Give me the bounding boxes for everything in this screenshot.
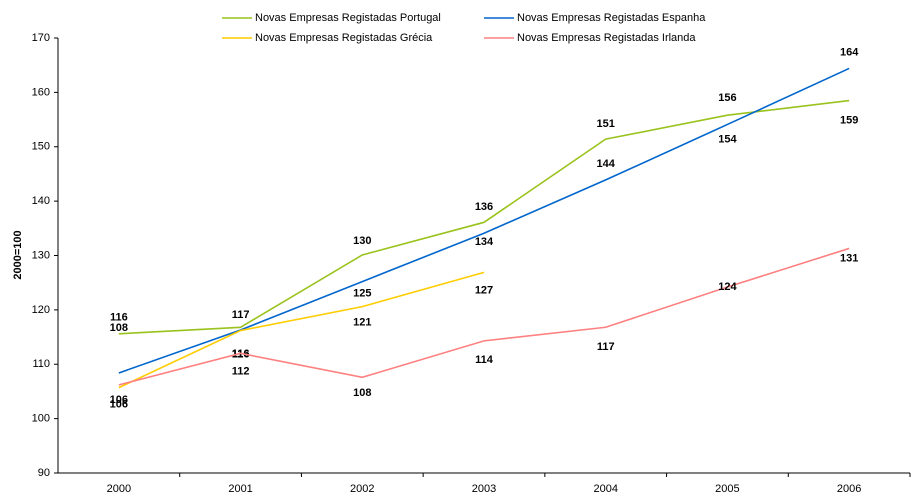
data-label: 134 <box>475 236 494 248</box>
data-label: 114 <box>475 354 494 366</box>
data-label: 121 <box>353 317 371 329</box>
data-label: 124 <box>718 281 737 293</box>
data-label: 117 <box>597 341 615 353</box>
x-tick-label: 2006 <box>837 483 861 495</box>
data-label: 159 <box>840 114 858 126</box>
data-label: 106 <box>110 399 128 411</box>
x-tick-label: 2005 <box>715 483 739 495</box>
y-tick-label: 150 <box>32 141 50 153</box>
x-tick-label: 2003 <box>472 483 496 495</box>
data-label: 136 <box>475 201 493 213</box>
y-tick-label: 110 <box>32 358 50 370</box>
data-label: 117 <box>232 309 250 321</box>
y-tick-label: 90 <box>38 467 50 479</box>
y-tick-label: 130 <box>32 249 50 261</box>
y-tick-label: 140 <box>32 195 50 207</box>
x-tick-label: 2004 <box>593 483 617 495</box>
data-label: 108 <box>353 387 371 399</box>
series-line <box>118 271 485 389</box>
y-tick-label: 160 <box>32 86 50 98</box>
data-label: 144 <box>597 158 616 170</box>
data-label: 131 <box>840 252 858 264</box>
data-label: 154 <box>718 133 737 145</box>
x-tick-label: 2002 <box>350 483 374 495</box>
data-label: 127 <box>475 284 493 296</box>
series-line <box>118 247 850 386</box>
legend-label: Novas Empresas Registadas Irlanda <box>517 32 696 44</box>
legend-label: Novas Empresas Registadas Grécia <box>255 32 433 44</box>
legend-label: Novas Empresas Registadas Portugal <box>255 12 441 24</box>
data-label: 164 <box>840 46 859 58</box>
data-label: 156 <box>718 92 736 104</box>
y-axis-label: 2000=100 <box>12 230 24 279</box>
y-tick-label: 100 <box>32 413 50 425</box>
legend-label: Novas Empresas Registadas Espanha <box>517 12 706 24</box>
data-label: 108 <box>110 322 128 334</box>
data-label: 151 <box>597 118 615 130</box>
y-tick-label: 120 <box>32 304 50 316</box>
data-label: 130 <box>353 235 371 247</box>
x-tick-label: 2001 <box>228 483 252 495</box>
data-label: 106 <box>110 394 128 406</box>
data-label: 116 <box>232 348 250 360</box>
data-label: 112 <box>232 365 250 377</box>
x-tick-label: 2000 <box>107 483 131 495</box>
data-label: 125 <box>353 288 371 300</box>
series-line <box>118 99 850 335</box>
data-label: 116 <box>110 312 128 324</box>
y-tick-label: 170 <box>32 32 50 44</box>
